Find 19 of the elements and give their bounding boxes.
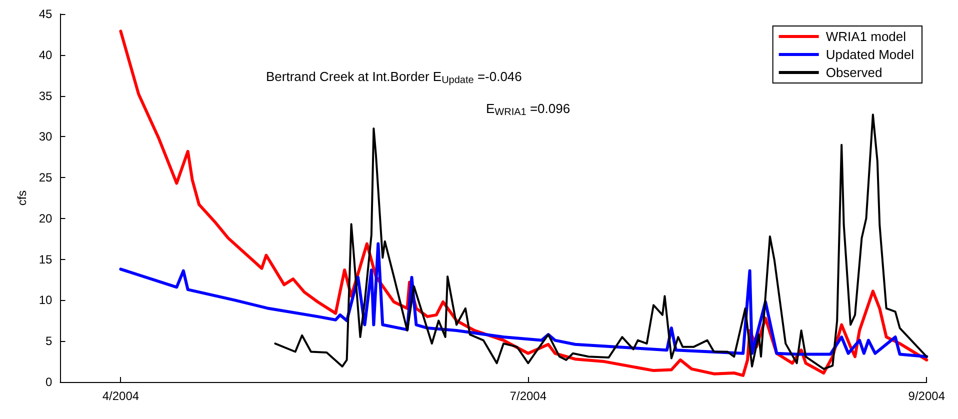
legend-label: Updated Model (826, 47, 914, 62)
legend-label: Observed (826, 65, 882, 80)
y-tick-label: 45 (38, 7, 53, 21)
x-tick-label: 7/2004 (510, 389, 547, 403)
y-tick-label: 20 (38, 211, 53, 226)
y-tick-label: 35 (38, 88, 53, 103)
y-tick-label: 15 (38, 252, 53, 266)
line-series (274, 114, 928, 370)
x-tick-label: 9/2004 (908, 389, 946, 403)
y-tick-label: 30 (38, 130, 53, 144)
y-tick-label: 40 (38, 48, 53, 62)
y-tick-label: 5 (46, 334, 53, 348)
line-series (119, 242, 928, 358)
legend-label: WRIA1 model (826, 29, 906, 44)
y-tick-label: 0 (46, 375, 53, 389)
y-axis-title: cfs (15, 190, 29, 206)
y-tick-label: 10 (38, 293, 53, 308)
y-tick-label: 25 (38, 170, 53, 185)
x-tick-label: 4/2004 (102, 389, 140, 403)
